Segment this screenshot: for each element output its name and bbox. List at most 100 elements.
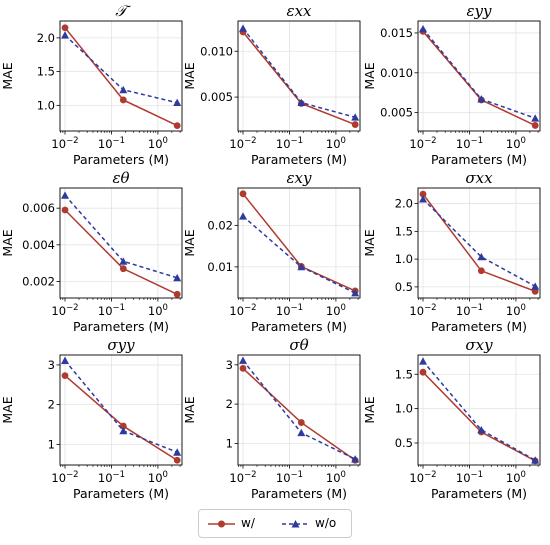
x-axis-label: Parameters (M) (431, 486, 527, 500)
axes-frame (417, 187, 541, 299)
series-without-point (119, 257, 128, 265)
x-tick-label: 100 (326, 470, 346, 485)
x-tick-label: 100 (326, 303, 346, 318)
x-tick-label: 10−2 (51, 303, 78, 318)
x-tick-label: 10−1 (276, 136, 303, 151)
series-without-point (119, 426, 128, 435)
axes-frame (237, 354, 361, 466)
series-without-point (61, 31, 70, 39)
x-tick-label: 10−2 (51, 136, 78, 151)
y-axis-label: MAE (362, 229, 377, 256)
y-axis-label: MAE (362, 62, 377, 89)
subplot-title: 𝒯 (115, 2, 131, 20)
y-tick-label: 0.015 (380, 26, 413, 40)
subplot-title: σxy (465, 336, 493, 354)
series-without-point (531, 456, 540, 464)
series-without-point (173, 448, 182, 456)
x-tick-label: 10−2 (51, 470, 78, 485)
series-with-line (64, 27, 178, 127)
y-tick-label: 1.0 (395, 402, 413, 416)
y-tick-label: 1 (48, 437, 55, 451)
x-tick-label: 10−1 (98, 136, 125, 151)
subplot-title: εxy (287, 169, 313, 187)
x-tick-label: 10−1 (98, 303, 125, 318)
subplot-2: εxx 10−2 10−1 100 0.005 0.010 Parameters (M) MA… (182, 2, 361, 167)
y-axis-label: MAE (0, 62, 15, 89)
series-with-point (477, 267, 485, 275)
subplot-title: σθ (289, 336, 308, 354)
y-tick-label: 0.010 (380, 66, 413, 80)
series-with-line (242, 367, 356, 461)
series-without-point (239, 212, 248, 220)
x-tick-label: 100 (326, 136, 346, 151)
series-without-point (61, 191, 70, 199)
series-without-line (422, 28, 536, 119)
series-without-point (531, 282, 540, 290)
x-tick-label: 10−2 (409, 136, 436, 151)
x-tick-label: 10−1 (456, 303, 483, 318)
series-with-point (531, 122, 539, 129)
series-with-point (61, 24, 69, 32)
series-without-point (173, 98, 182, 107)
subplot-7: σyy 10−2 10−1 100 1 2 3 Parameters (M) MAE (0, 336, 183, 500)
x-axis-label: Parameters (M) (73, 486, 169, 500)
series-with-point (173, 290, 181, 298)
series-with-line (242, 193, 356, 292)
y-tick-label: 1.5 (395, 224, 413, 238)
y-tick-label: 1.0 (37, 98, 55, 112)
series-with-point (419, 368, 427, 376)
series-without-point (297, 262, 306, 271)
x-tick-label: 10−2 (229, 303, 256, 318)
y-tick-label: 0.006 (22, 201, 55, 215)
legend-label-with: w/ (241, 516, 255, 530)
series-without-point (351, 113, 360, 121)
y-tick-label: 0.010 (200, 44, 233, 58)
series-with-point (351, 121, 359, 128)
series-with-point (419, 190, 427, 198)
series-with-point (297, 419, 305, 426)
series-with-point (173, 456, 181, 464)
y-tick-label: 0.005 (380, 106, 413, 120)
x-tick-label: 100 (506, 303, 526, 318)
x-tick-label: 100 (506, 136, 526, 151)
x-axis-label: Parameters (M) (73, 319, 169, 334)
subplot-4: εθ 10−2 10−1 100 0.002 0.004 0.006 Parameters (… (0, 169, 183, 334)
y-tick-label: 1.5 (395, 367, 413, 381)
x-tick-label: 10−1 (276, 303, 303, 318)
series-without-line (422, 360, 536, 461)
series-without-point (419, 24, 428, 33)
series-without-point (61, 356, 70, 364)
y-tick-label: 1 (226, 436, 233, 450)
y-tick-label: 0.005 (200, 90, 233, 104)
y-tick-label: 0.5 (395, 436, 413, 450)
legend-swatch-with (208, 520, 235, 528)
series-with-point (173, 122, 181, 130)
legend: w/ w/o (198, 509, 352, 538)
x-axis-label: Parameters (M) (251, 486, 347, 500)
subplot-1: 𝒯 10−2 10−1 100 1.0 1.5 2.0 Parameters (M) MAE (0, 2, 183, 167)
series-with-line (422, 193, 536, 293)
y-tick-label: 2 (226, 397, 233, 411)
x-tick-label: 10−2 (409, 470, 436, 485)
series-without-line (242, 215, 356, 294)
x-axis-label: Parameters (M) (251, 319, 347, 334)
y-tick-label: 3 (48, 358, 55, 372)
series-without-point (477, 252, 486, 261)
y-axis-label: MAE (182, 396, 197, 423)
x-tick-label: 10−2 (229, 470, 256, 485)
subplot-6: σxx 10−2 10−1 100 0.5 1.0 1.5 2.0 Parameters (M)… (362, 169, 541, 334)
series-without-point (239, 356, 248, 364)
x-tick-label: 10−1 (98, 470, 125, 485)
series-without-point (297, 428, 306, 437)
axes-frame (417, 354, 541, 466)
y-tick-label: 1.5 (37, 65, 55, 79)
series-without-point (119, 85, 128, 94)
subplot-title: εθ (112, 169, 129, 187)
series-without-line (64, 194, 178, 279)
y-tick-label: 3 (226, 358, 233, 372)
x-axis-label: Parameters (M) (251, 152, 347, 167)
x-tick-label: 100 (148, 136, 168, 151)
x-tick-label: 100 (148, 303, 168, 318)
subplot-title: εxx (287, 2, 313, 20)
y-axis-label: MAE (182, 62, 197, 89)
